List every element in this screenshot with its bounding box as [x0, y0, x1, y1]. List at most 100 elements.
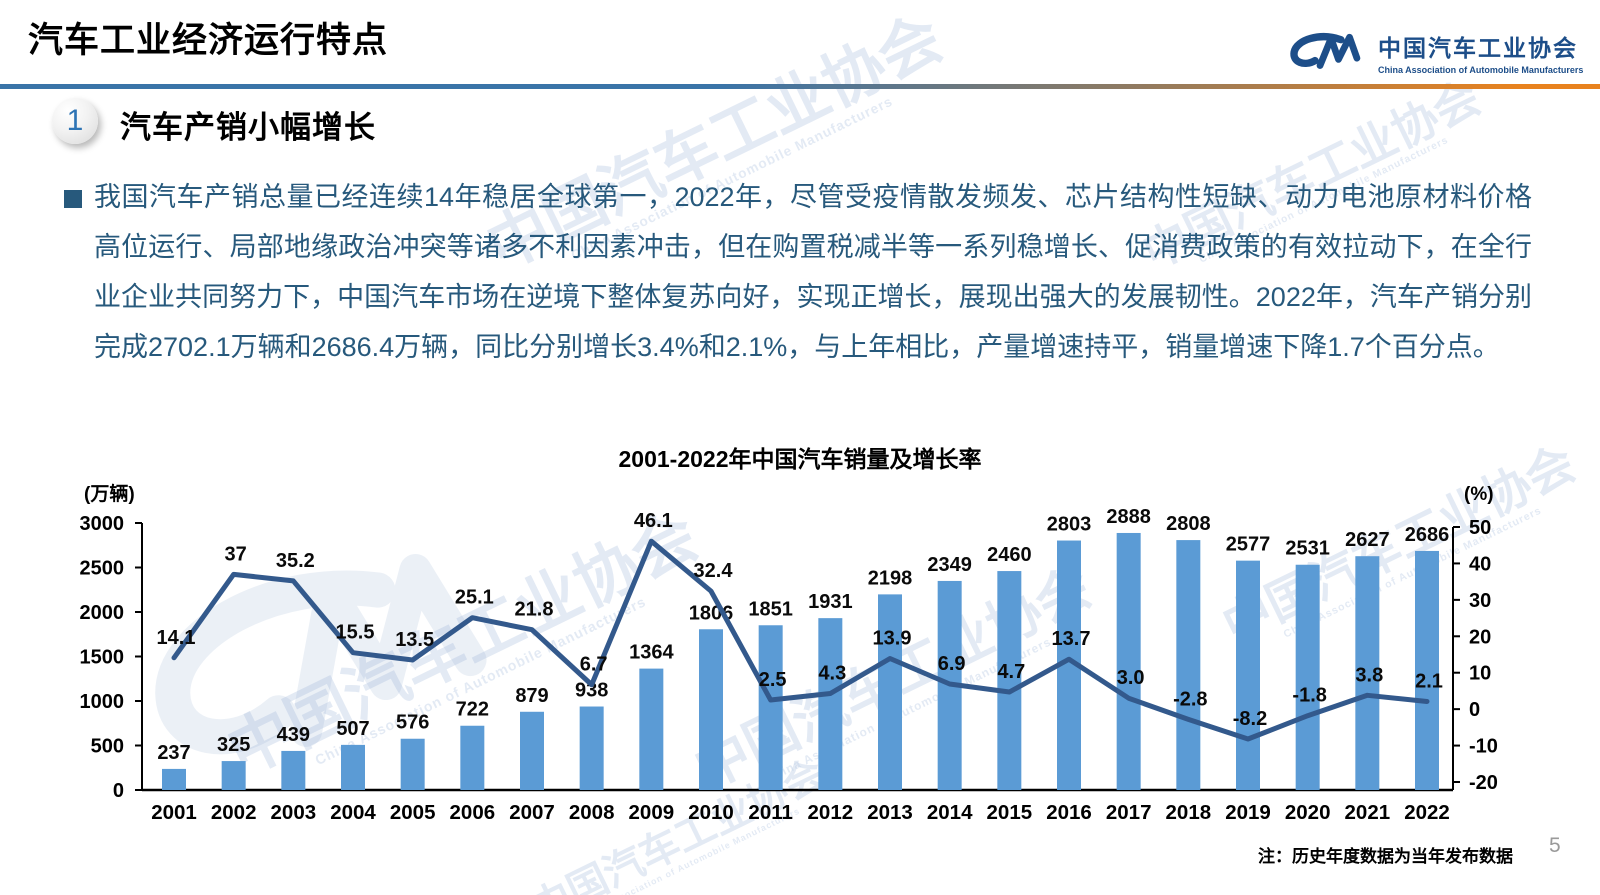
bar-label-2014: 2349 — [927, 554, 972, 576]
bar-2009 — [639, 668, 664, 790]
line-label-2004: 15.5 — [336, 622, 375, 644]
line-label-2007: 21.8 — [515, 599, 554, 621]
line-label-2005: 13.5 — [395, 629, 434, 651]
section-heading: 汽车产销小幅增长 — [120, 110, 376, 145]
line-label-2020: -1.8 — [1292, 685, 1326, 707]
right-axis-tick-label: 10 — [1469, 663, 1491, 685]
x-axis-year-2009: 2009 — [629, 801, 675, 824]
x-axis-year-2013: 2013 — [867, 801, 913, 824]
line-label-2022: 2.1 — [1415, 670, 1443, 692]
x-axis-year-2001: 2001 — [151, 801, 197, 824]
x-axis-year-2002: 2002 — [211, 801, 257, 824]
x-axis-year-2015: 2015 — [987, 801, 1033, 824]
left-axis-tick-label: 2500 — [80, 558, 124, 580]
caam-logo: 中国汽车工业协会 China Association of Automobile… — [1288, 26, 1583, 78]
line-label-2001: 14.1 — [157, 627, 196, 649]
line-label-2013: 13.9 — [873, 628, 912, 650]
growth-line — [171, 538, 1430, 742]
body-paragraph: 我国汽车产销总量已经连续14年稳居全球第一，2022年，尽管受疫情散发频发、芯片… — [94, 182, 1532, 362]
line-label-2003: 35.2 — [276, 550, 315, 572]
bar-label-2007: 879 — [515, 685, 548, 707]
sales-growth-chart-svg: 0 500 1000 1500 2000 2500 3000 -20 -10 0 10 20 30 40 5… — [80, 482, 1498, 824]
x-axis-year-2006: 2006 — [450, 801, 496, 824]
line-label-2012: 4.3 — [818, 662, 846, 684]
line-label-2017: 3.0 — [1117, 667, 1145, 689]
x-axis-year-2016: 2016 — [1046, 801, 1092, 824]
bar-label-2012: 1931 — [808, 591, 853, 613]
left-axis-unit-label: (万辆) — [84, 482, 135, 505]
right-axis-tick-label: 0 — [1469, 699, 1480, 721]
caam-logo-watermark-icon — [155, 554, 487, 755]
sales-growth-chart: 0 500 1000 1500 2000 2500 3000 -20 -10 0 10 20 30 40 5… — [80, 448, 1520, 828]
left-axis-tick-label: 500 — [91, 736, 124, 758]
line-label-2021: 3.8 — [1355, 664, 1383, 686]
x-axis-year-2003: 2003 — [271, 801, 317, 824]
bar-2018 — [1176, 540, 1201, 790]
bar-2020 — [1295, 564, 1320, 790]
line-label-2016: 13.7 — [1052, 628, 1091, 650]
caam-name-en: China Association of Automobile Manufact… — [1378, 65, 1584, 75]
bar-label-2009: 1364 — [629, 642, 674, 664]
bar-2008 — [579, 706, 604, 790]
bar-label-2002: 325 — [217, 734, 250, 756]
caam-logo-icon — [1290, 33, 1361, 69]
right-axis-tick-label: 40 — [1469, 553, 1491, 575]
footnote: 注：历史年度数据为当年发布数据 — [1258, 847, 1513, 866]
bar-2019 — [1236, 560, 1260, 790]
bar-label-2001: 237 — [157, 742, 190, 764]
bar-label-2006: 722 — [456, 699, 489, 721]
right-axis-tick-label: 20 — [1469, 626, 1491, 648]
bar-2004 — [341, 744, 365, 790]
line-label-2008: 6.7 — [580, 654, 608, 676]
bar-label-2011: 1851 — [748, 598, 793, 620]
right-axis-unit-label: (%) — [1464, 484, 1494, 505]
bar-label-2005: 576 — [396, 712, 429, 734]
line-label-2009: 46.1 — [634, 510, 673, 532]
bar-2015 — [997, 571, 1022, 790]
bar-2011 — [758, 625, 783, 790]
left-axis-tick-label: 1000 — [80, 691, 124, 713]
bar-2017 — [1116, 532, 1141, 790]
right-axis-tick-label: -20 — [1469, 772, 1498, 794]
x-axis-year-2012: 2012 — [808, 801, 854, 824]
bar-2012 — [818, 618, 843, 790]
caam-logo-text: 中国汽车工业协会 China Association of Automobile… — [1378, 29, 1583, 75]
header-divider — [0, 84, 1600, 89]
line-label-2014: 6.9 — [938, 653, 966, 675]
bar-2005 — [400, 738, 425, 790]
page-number: 5 — [1549, 834, 1561, 857]
bar-2006 — [460, 725, 485, 790]
bar-2022 — [1415, 550, 1439, 790]
x-axis-year-2018: 2018 — [1166, 801, 1212, 824]
left-axis-tick-label: 2000 — [80, 602, 124, 624]
chart-title: 2001-2022年中国汽车销量及增长率 — [618, 446, 982, 472]
bar-label-2017: 2888 — [1106, 506, 1151, 528]
left-axis-tick-label: 0 — [113, 780, 124, 802]
bar-2002 — [221, 761, 246, 790]
page-title: 汽车工业经济运行特点 — [28, 21, 389, 60]
right-axis-tick-label: 30 — [1469, 590, 1491, 612]
bar-2010 — [699, 629, 723, 790]
bar-2003 — [281, 750, 306, 790]
bullet-icon — [64, 190, 82, 208]
x-axis-year-2014: 2014 — [927, 801, 973, 824]
line-label-2011: 2.5 — [759, 669, 787, 691]
bar-2021 — [1355, 556, 1380, 790]
left-axis-tick-label: 3000 — [80, 513, 124, 535]
line-label-2010: 32.4 — [694, 560, 734, 582]
x-axis-year-2022: 2022 — [1404, 801, 1450, 824]
x-axis-year-2011: 2011 — [748, 801, 792, 824]
x-axis-year-2004: 2004 — [330, 801, 376, 824]
x-axis-year-2019: 2019 — [1225, 801, 1271, 824]
x-axis-year-2017: 2017 — [1106, 801, 1152, 824]
x-axis-year-2007: 2007 — [509, 801, 555, 824]
caam-name-cn: 中国汽车工业协会 — [1378, 35, 1578, 61]
x-axis-year-2020: 2020 — [1285, 801, 1331, 824]
right-axis-tick-label: -10 — [1469, 736, 1498, 758]
bar-label-2019: 2577 — [1226, 534, 1271, 556]
section-number-badge: 1 — [52, 98, 98, 144]
line-label-2018: -2.8 — [1173, 688, 1207, 710]
x-axis-year-2008: 2008 — [569, 801, 615, 824]
